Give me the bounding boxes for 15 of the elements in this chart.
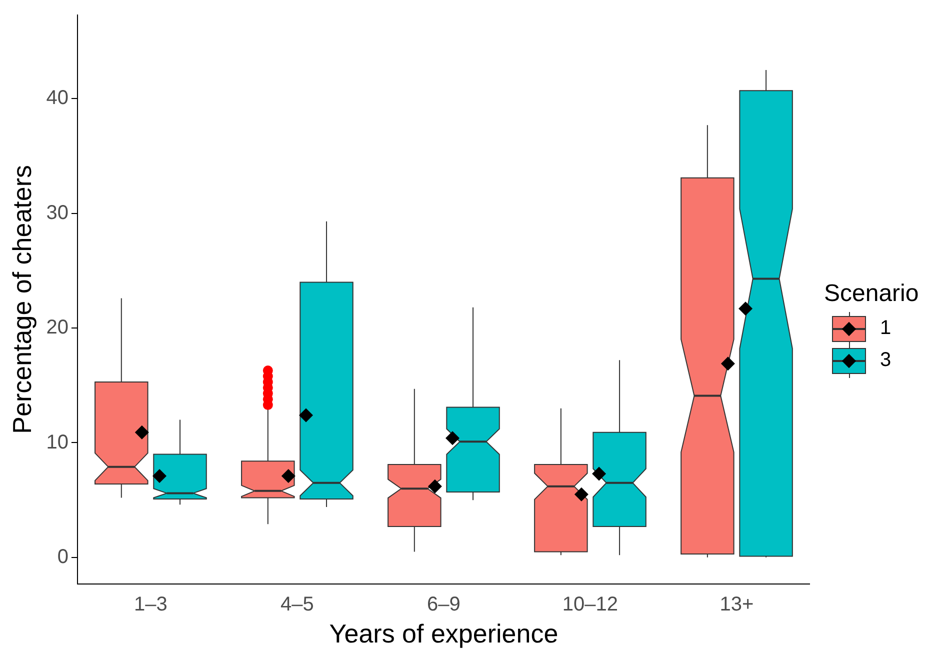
- y-tick-label: 10: [46, 431, 68, 454]
- x-tick-label: 1–3: [134, 593, 168, 616]
- y-tick-label: 20: [46, 316, 68, 339]
- x-tick-label: 13+: [720, 593, 754, 616]
- x-tick-label: 10–12: [562, 593, 618, 616]
- x-tick-label: 6–9: [427, 593, 460, 616]
- legend-label: 1: [880, 317, 892, 340]
- legend-title: Scenario: [824, 280, 919, 308]
- y-tick-label: 30: [46, 202, 68, 224]
- x-tick-label: 4–5: [280, 593, 314, 616]
- y-axis-title: Percentage of cheaters: [6, 164, 37, 434]
- y-tick-label: 40: [46, 87, 68, 110]
- x-axis-title: Years of experience: [329, 618, 558, 649]
- y-tick-label: 0: [57, 546, 68, 568]
- legend-label: 3: [880, 349, 892, 372]
